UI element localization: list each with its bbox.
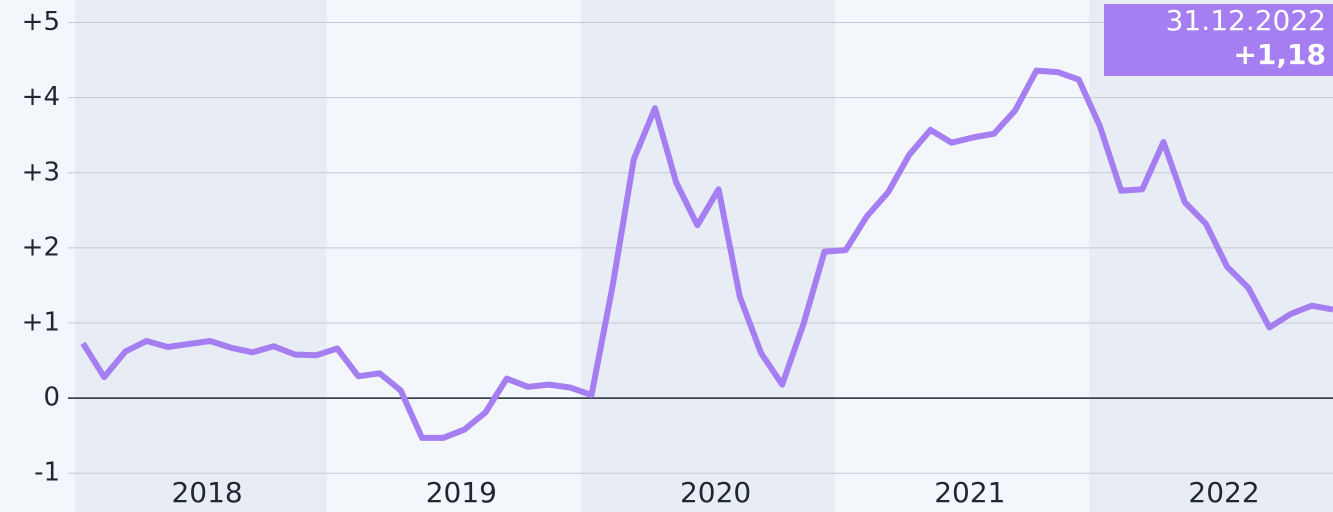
y-tick-label: +2 xyxy=(22,232,60,262)
annotation-box xyxy=(1104,4,1333,76)
year-band xyxy=(326,0,581,512)
x-tick-label: 2022 xyxy=(1188,476,1259,509)
year-band xyxy=(1089,0,1333,512)
year-band xyxy=(580,0,836,512)
y-tick-label: +4 xyxy=(22,82,60,112)
x-tick-label: 2019 xyxy=(426,476,497,509)
data-line xyxy=(80,67,1333,441)
year-band xyxy=(835,0,1090,512)
y-tick-label: +1 xyxy=(22,307,60,337)
annotation-value: +1,18 xyxy=(1233,38,1326,71)
y-tick-label: +5 xyxy=(22,7,60,37)
y-tick-label: 0 xyxy=(43,383,60,413)
annotation-date: 31.12.2022 xyxy=(1166,4,1326,37)
y-tick-label: -1 xyxy=(34,458,60,488)
x-tick-label: 2018 xyxy=(171,476,242,509)
x-tick-label: 2021 xyxy=(934,476,1005,509)
y-tick-label: +3 xyxy=(22,157,60,187)
year-band xyxy=(75,0,327,512)
x-tick-label: 2020 xyxy=(680,476,751,509)
